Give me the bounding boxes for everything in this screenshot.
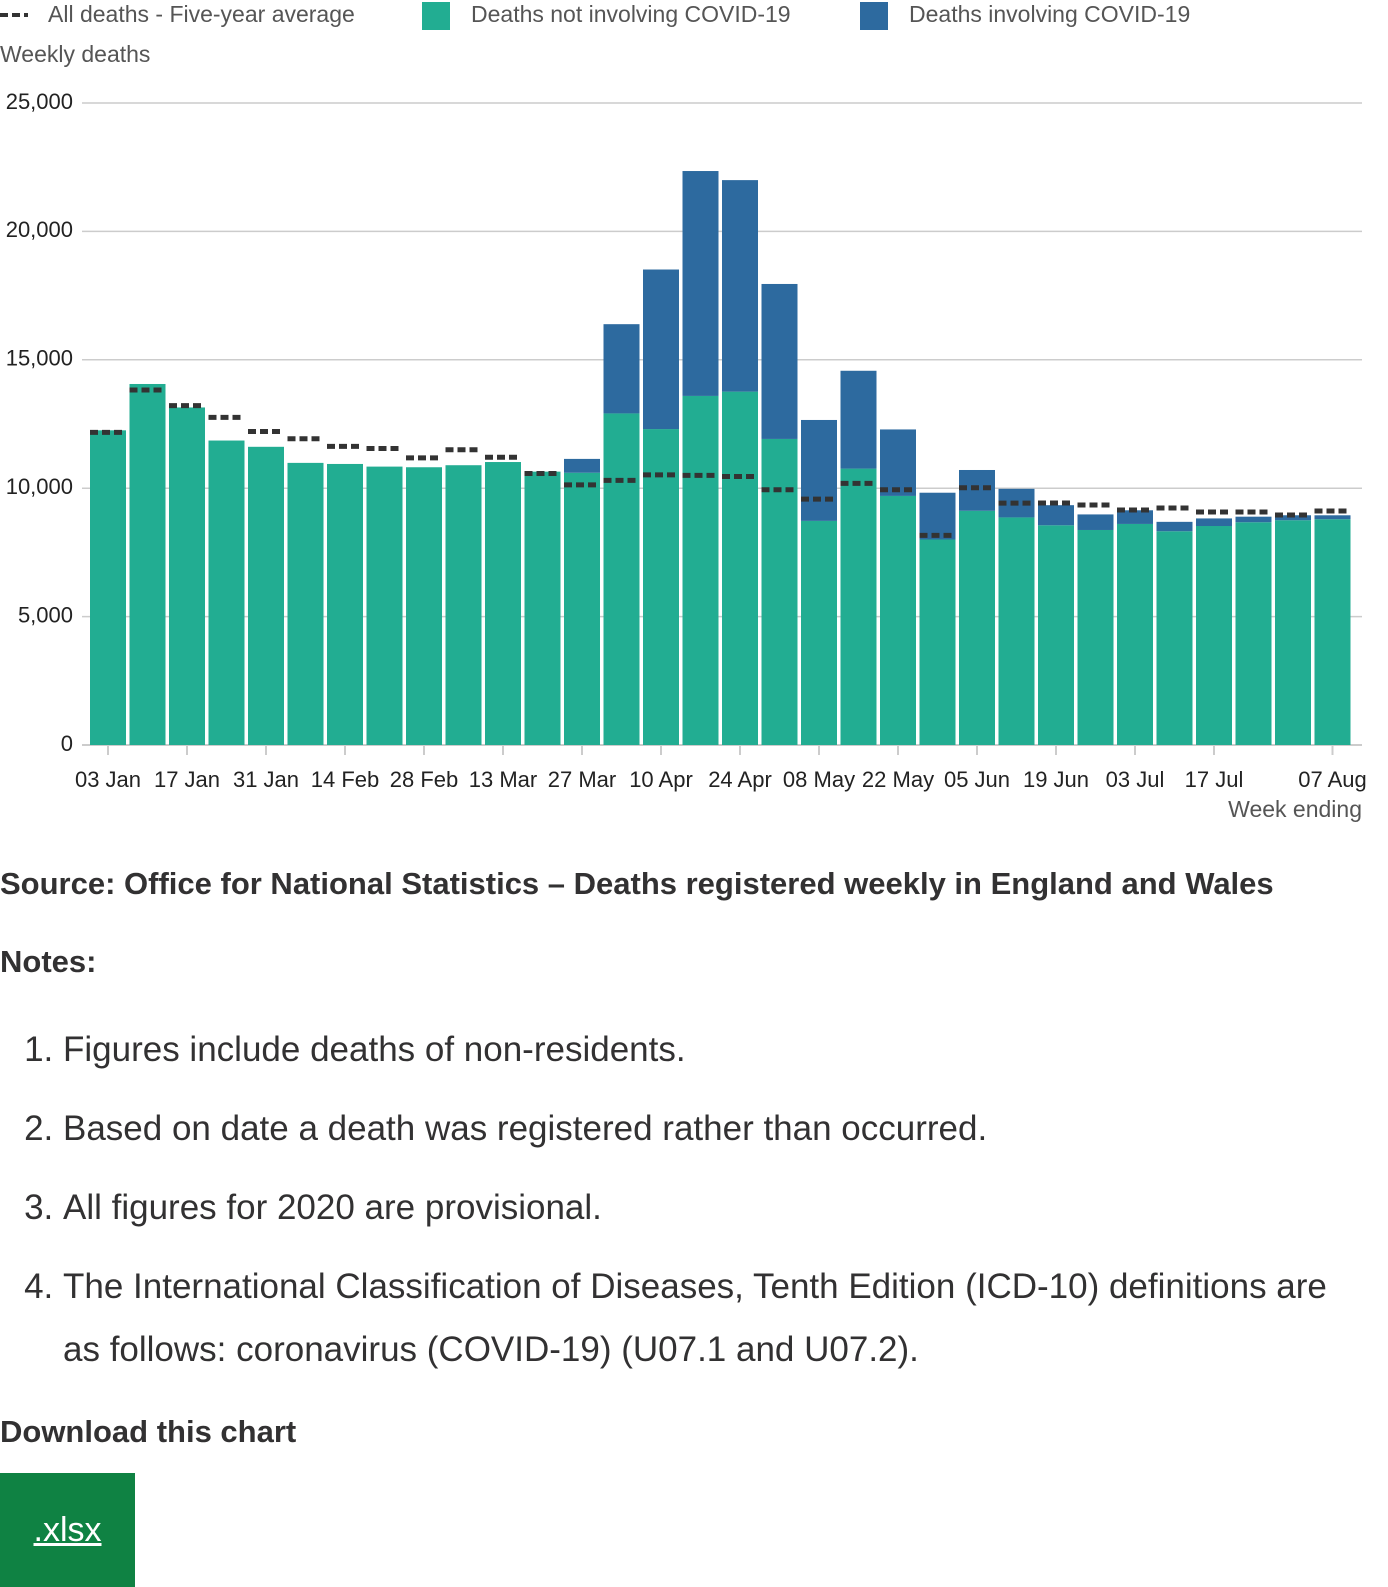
y-tick-label: 0	[61, 731, 73, 756]
x-tick-label: 17 Jan	[154, 767, 220, 792]
bar	[1314, 519, 1351, 745]
x-tick-label: 05 Jun	[944, 767, 1010, 792]
bar	[1077, 529, 1114, 745]
bar	[1077, 514, 1114, 530]
bar	[1038, 505, 1074, 526]
x-tick-label: 31 Jan	[233, 767, 299, 792]
bar	[643, 269, 679, 430]
download-button[interactable]: .xlsx	[0, 1473, 135, 1587]
bar	[761, 283, 798, 439]
bar	[880, 495, 916, 745]
x-axis-title: Week ending	[1228, 796, 1362, 822]
bar	[1314, 515, 1351, 520]
x-tick-label: 03 Jul	[1106, 767, 1165, 792]
bar	[564, 458, 600, 473]
y-tick-label: 5,000	[18, 602, 73, 627]
bar	[801, 520, 837, 745]
bar	[90, 430, 126, 745]
bar	[169, 407, 205, 745]
y-tick-label: 10,000	[6, 474, 73, 499]
bar	[1156, 531, 1193, 745]
bar	[524, 471, 561, 745]
bar	[208, 440, 245, 745]
bar	[919, 539, 956, 745]
bar	[880, 429, 916, 496]
x-tick-label: 10 Apr	[629, 767, 693, 792]
x-tick-label: 24 Apr	[708, 767, 772, 792]
legend-swatch	[860, 2, 888, 30]
bar	[643, 429, 679, 745]
legend-swatch	[422, 2, 450, 30]
bar	[129, 383, 166, 745]
bar	[722, 180, 758, 392]
x-tick-label: 13 Mar	[469, 767, 537, 792]
bar	[998, 517, 1035, 745]
download-heading: Download this chart	[0, 1414, 297, 1449]
x-tick-label: 03 Jan	[75, 767, 141, 792]
note: The International Classification of Dise…	[63, 1255, 1353, 1381]
bar	[445, 465, 482, 745]
source: Source: Office for National Statistics –…	[0, 866, 1274, 901]
bar	[1235, 516, 1272, 523]
bar	[564, 472, 600, 745]
y-tick-label: 20,000	[6, 217, 73, 242]
bar	[682, 171, 719, 396]
bar	[761, 438, 798, 745]
bar	[959, 469, 995, 511]
x-tick-label: 27 Mar	[548, 767, 616, 792]
x-tick-label: 07 Aug	[1298, 767, 1367, 792]
bar	[1235, 522, 1272, 745]
legend-label: All deaths - Five-year average	[48, 1, 355, 27]
bar	[1117, 523, 1153, 745]
bar	[682, 395, 719, 745]
chart: All deaths - Five-year average Deaths no…	[0, 1, 1367, 822]
bar	[1196, 518, 1232, 527]
bar	[327, 463, 363, 745]
bar	[919, 492, 956, 540]
legend-label: Deaths involving COVID-19	[909, 1, 1190, 27]
bar	[1275, 520, 1311, 745]
bar	[840, 468, 877, 745]
x-tick-label: 14 Feb	[311, 767, 380, 792]
note: Based on date a death was registered rat…	[63, 1097, 1353, 1160]
notes-heading: Notes:	[0, 944, 97, 979]
bar	[603, 413, 640, 745]
bar	[840, 370, 877, 469]
bar	[1196, 526, 1232, 745]
bar	[248, 446, 284, 745]
bar	[366, 466, 403, 745]
y-tick-label: 25,000	[6, 89, 73, 114]
bar	[1275, 515, 1311, 521]
bar	[722, 391, 758, 745]
bar	[801, 419, 837, 521]
bar	[959, 510, 995, 745]
x-tick-label: 22 May	[862, 767, 934, 792]
x-tick-label: 17 Jul	[1185, 767, 1244, 792]
bar	[603, 324, 640, 414]
note: All figures for 2020 are provisional.	[63, 1176, 1353, 1239]
legend-label: Deaths not involving COVID-19	[471, 1, 791, 27]
note: Figures include deaths of non-residents.	[63, 1018, 1353, 1081]
x-tick-label: 08 May	[783, 767, 855, 792]
y-tick-label: 15,000	[6, 346, 73, 371]
bar	[1038, 525, 1074, 745]
x-tick-label: 19 Jun	[1023, 767, 1089, 792]
bar	[1117, 510, 1153, 524]
bar	[406, 467, 442, 745]
bar	[1156, 521, 1193, 532]
bar	[485, 462, 521, 745]
x-tick-label: 28 Feb	[390, 767, 459, 792]
notes: Figures include deaths of non-residents.…	[0, 1018, 1353, 1397]
bar	[287, 462, 324, 745]
y-axis-title: Weekly deaths	[0, 41, 150, 67]
